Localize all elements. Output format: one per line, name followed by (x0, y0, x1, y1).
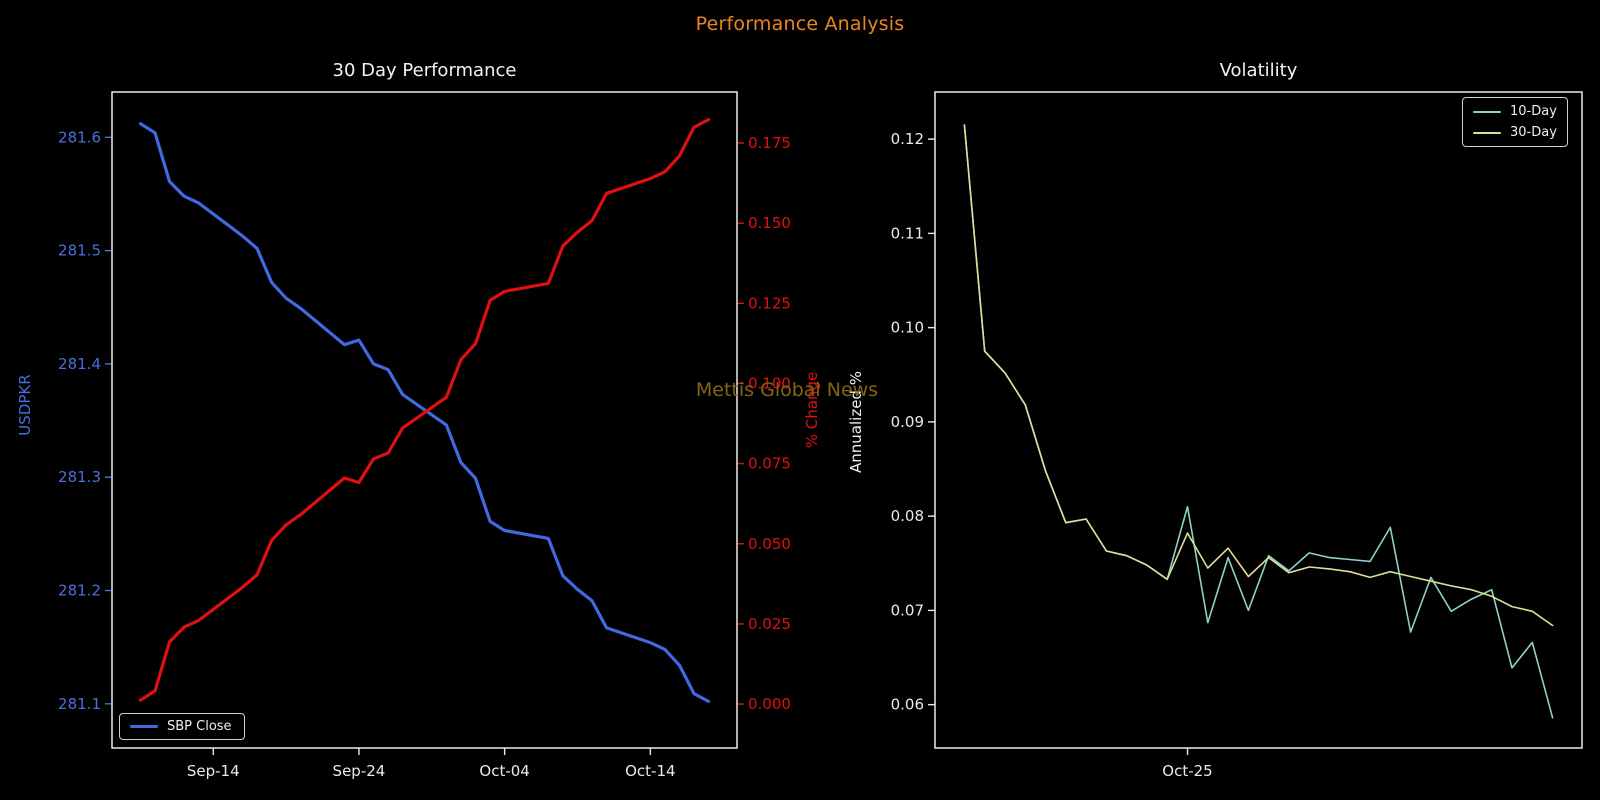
svg-text:0.06: 0.06 (891, 696, 924, 714)
svg-text:0.000: 0.000 (748, 695, 791, 713)
watermark: Mettis Global News (695, 379, 879, 401)
sbp-close-legend-label: SBP Close (167, 719, 232, 734)
svg-text:0.07: 0.07 (891, 601, 924, 619)
sbp-close-legend-line-swatch (130, 724, 158, 729)
series-line-30-day (963, 124, 1554, 627)
usdpkr-axis-label: USDPKR (16, 374, 34, 436)
svg-text:0.050: 0.050 (748, 535, 791, 553)
svg-text:0.09: 0.09 (891, 413, 924, 431)
svg-text:0.08: 0.08 (891, 507, 924, 525)
volatility-chart-title: Volatility (1219, 60, 1298, 81)
svg-text:Oct-25: Oct-25 (1162, 762, 1212, 780)
performance-chart-title: 30 Day Performance (332, 60, 517, 81)
svg-text:0.10: 0.10 (891, 319, 924, 337)
svg-text:0.125: 0.125 (748, 294, 791, 312)
svg-text:0.12: 0.12 (891, 130, 924, 148)
series-line--change (138, 117, 711, 702)
svg-text:281.2: 281.2 (58, 582, 101, 600)
svg-text:281.4: 281.4 (58, 355, 101, 373)
annualized-pct-axis-label: Annualized % (847, 371, 865, 473)
svg-text:Sep-14: Sep-14 (187, 762, 240, 780)
series-line-10-day (963, 124, 1554, 719)
svg-text:281.3: 281.3 (58, 468, 101, 486)
ten-day-legend-label: 10-Day (1510, 104, 1557, 119)
svg-text:281.1: 281.1 (58, 695, 101, 713)
series-line-sbp-close (138, 122, 711, 704)
svg-text:281.6: 281.6 (58, 128, 101, 146)
svg-text:Sep-24: Sep-24 (333, 762, 386, 780)
svg-text:281.5: 281.5 (58, 242, 101, 260)
svg-text:0.025: 0.025 (748, 615, 791, 633)
volatility-legend: 10-Day 30-Day (1462, 97, 1568, 147)
svg-text:0.11: 0.11 (891, 224, 924, 242)
thirty-day-legend-label: 30-Day (1510, 125, 1557, 140)
svg-text:0.100: 0.100 (748, 374, 791, 392)
svg-text:0.075: 0.075 (748, 455, 791, 473)
svg-text:0.175: 0.175 (748, 134, 791, 152)
sbp-close-legend: SBP Close (119, 713, 245, 740)
svg-text:Oct-04: Oct-04 (479, 762, 529, 780)
pct-change-axis-label: % Change (803, 371, 821, 449)
ten-day-legend-line-swatch (1473, 110, 1501, 113)
thirty-day-legend-line-swatch (1473, 131, 1501, 134)
svg-text:0.150: 0.150 (748, 214, 791, 232)
figure-title: Performance Analysis (695, 13, 905, 35)
svg-text:Oct-14: Oct-14 (625, 762, 675, 780)
